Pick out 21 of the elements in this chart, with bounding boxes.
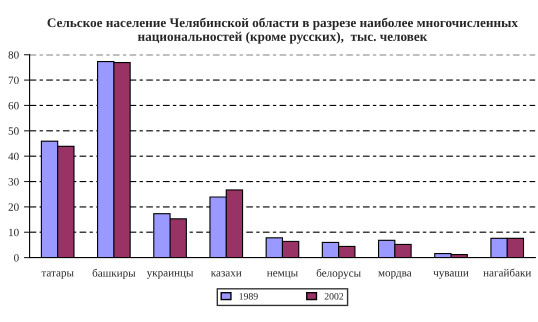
y-tick-label: 0	[14, 254, 19, 262]
x-tick-label: татары	[42, 271, 74, 279]
x-tick-label: белорусы	[316, 268, 361, 280]
y-tick-label: 20	[8, 203, 19, 211]
y-tick-label: 50	[8, 127, 19, 135]
y-tick-label: 40	[8, 152, 19, 160]
x-tick-label: чуваши	[433, 271, 469, 279]
x-tick-label: мордва	[378, 271, 412, 279]
y-tick-label: 30	[8, 178, 19, 186]
legend-label: 2002	[324, 293, 344, 300]
chart-title: Сельское население Челябинской области в разрезе наиболее многочисленных национальностей (кроме русских), тыс. человек	[48, 18, 518, 44]
x-tick-label: башкиры	[92, 268, 136, 280]
x-tick-label: немцы	[266, 271, 298, 279]
legend-label: 1989	[240, 293, 258, 300]
y-tick-label: 60	[8, 102, 19, 110]
y-tick-label: 10	[9, 228, 19, 236]
y-tick-label: 70	[8, 76, 19, 84]
x-tick-label: украинцы	[146, 271, 194, 279]
y-tick-label: 80	[8, 51, 19, 59]
x-tick-label: нагайбаки	[483, 268, 532, 277]
x-tick-label: казахи	[210, 271, 242, 277]
